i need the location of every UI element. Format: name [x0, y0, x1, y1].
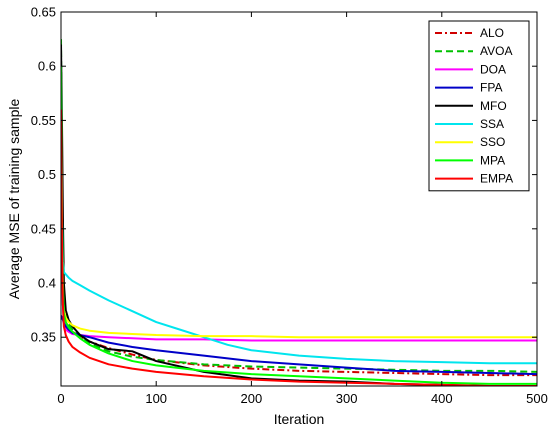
legend-label-empa: EMPA: [480, 172, 513, 186]
y-tick-label: 0.5: [38, 167, 56, 182]
y-tick-label: 0.35: [31, 330, 56, 345]
y-tick-label: 0.55: [31, 113, 56, 128]
y-tick-label: 0.45: [31, 221, 56, 236]
legend-label-avoa: AVOA: [480, 44, 512, 58]
legend-label-doa: DOA: [480, 62, 506, 76]
legend-label-alo: ALO: [480, 26, 504, 40]
x-tick-label: 100: [145, 391, 167, 406]
series-line-ssa: [61, 87, 537, 365]
series-line-empa: [61, 109, 537, 386]
legend-label-fpa: FPA: [480, 81, 502, 95]
y-tick-label: 0.6: [38, 59, 56, 74]
series-layer: [61, 39, 537, 386]
legend-label-mfo: MFO: [480, 99, 507, 113]
x-tick-label: 0: [57, 391, 64, 406]
legend-label-ssa: SSA: [480, 117, 504, 131]
legend-label-sso: SSO: [480, 135, 505, 149]
legend-label-mpa: MPA: [480, 153, 505, 167]
x-tick-label: 400: [431, 391, 453, 406]
x-tick-label: 200: [241, 391, 263, 406]
y-axis: 0.35 0.4 0.45 0.5 0.55 0.6 0.65: [31, 5, 537, 345]
x-axis-label: Iteration: [274, 411, 325, 427]
x-tick-label: 300: [336, 391, 358, 406]
series-line-avoa: [61, 39, 537, 373]
plot-frame: [60, 11, 538, 387]
x-tick-label: 500: [526, 391, 548, 406]
y-tick-label: 0.65: [31, 5, 56, 20]
y-axis-label: Average MSE of training sample: [6, 99, 22, 300]
x-axis: 0 100 200 300 400 500: [57, 12, 548, 406]
series-line-alo: [61, 109, 537, 377]
y-tick-label: 0.4: [38, 276, 56, 291]
legend: ALO AVOA DOA FPA MFO SSA SSO MPA EMPA: [428, 20, 530, 192]
